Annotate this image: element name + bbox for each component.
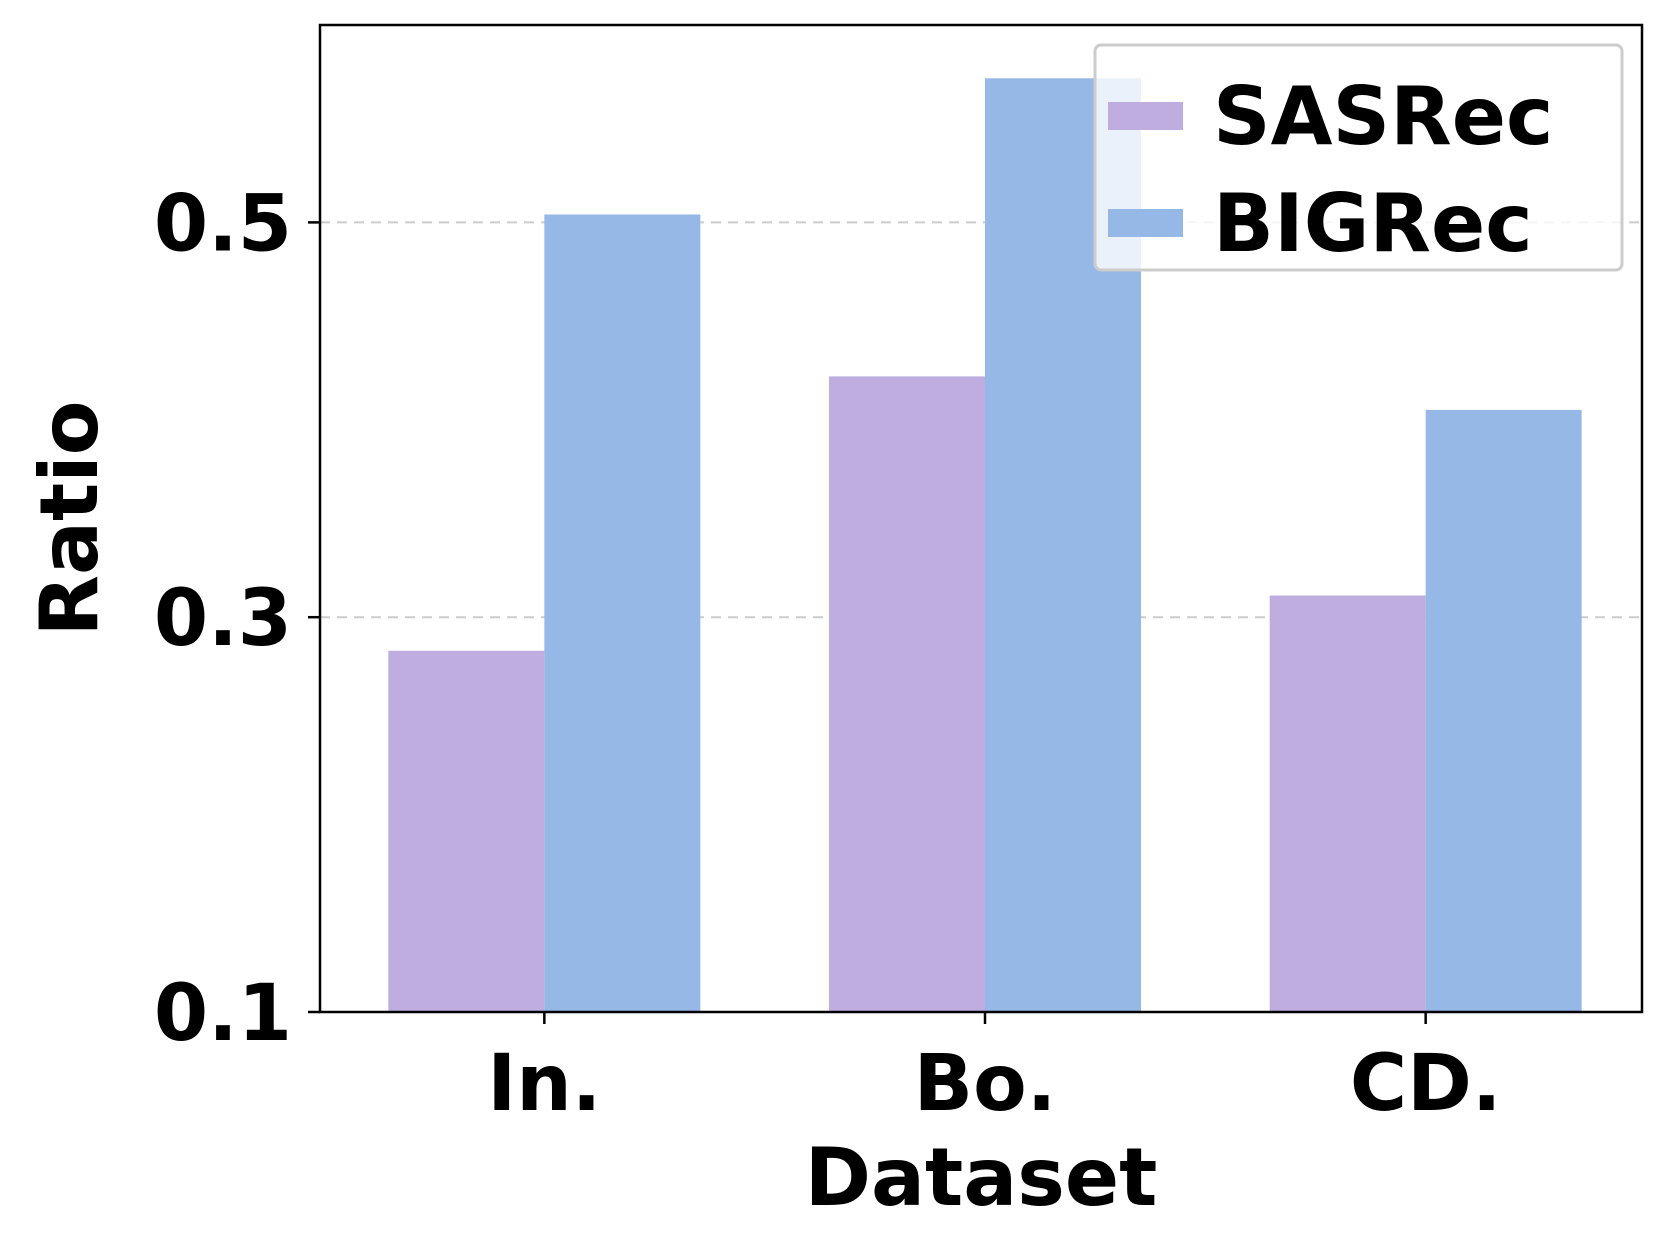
x-tick-label: In.	[487, 1039, 601, 1129]
bar-sasrec-bo	[829, 376, 985, 1012]
y-tick-label: 0.1	[154, 969, 292, 1059]
legend-label-sasrec: SASRec	[1213, 70, 1553, 163]
x-tick-label: Bo.	[914, 1039, 1057, 1129]
y-axis-title: Ratio	[23, 400, 116, 636]
legend: SASRec BIGRec	[1093, 43, 1624, 272]
bar-sasrec-cd	[1269, 595, 1426, 1012]
y-tick-label: 0.3	[154, 574, 292, 664]
bar-bigrec-in	[544, 214, 701, 1012]
y-tick-label: 0.5	[154, 179, 292, 269]
legend-swatch-sasrec	[1108, 102, 1183, 130]
plot-frame	[318, 23, 1644, 1014]
x-tick-label: CD.	[1350, 1039, 1502, 1129]
legend-label-bigrec: BIGRec	[1213, 177, 1533, 270]
x-axis-ticks: In. Bo. CD.	[487, 1012, 1501, 1129]
legend-box	[1093, 43, 1624, 272]
y-axis-ticks: 0.1 0.3 0.5	[154, 179, 320, 1059]
x-axis-title: Dataset	[805, 1131, 1158, 1224]
bar-bigrec-cd	[1425, 409, 1582, 1012]
bar-sasrec-in	[388, 650, 545, 1012]
legend-swatch-bigrec	[1108, 209, 1183, 237]
